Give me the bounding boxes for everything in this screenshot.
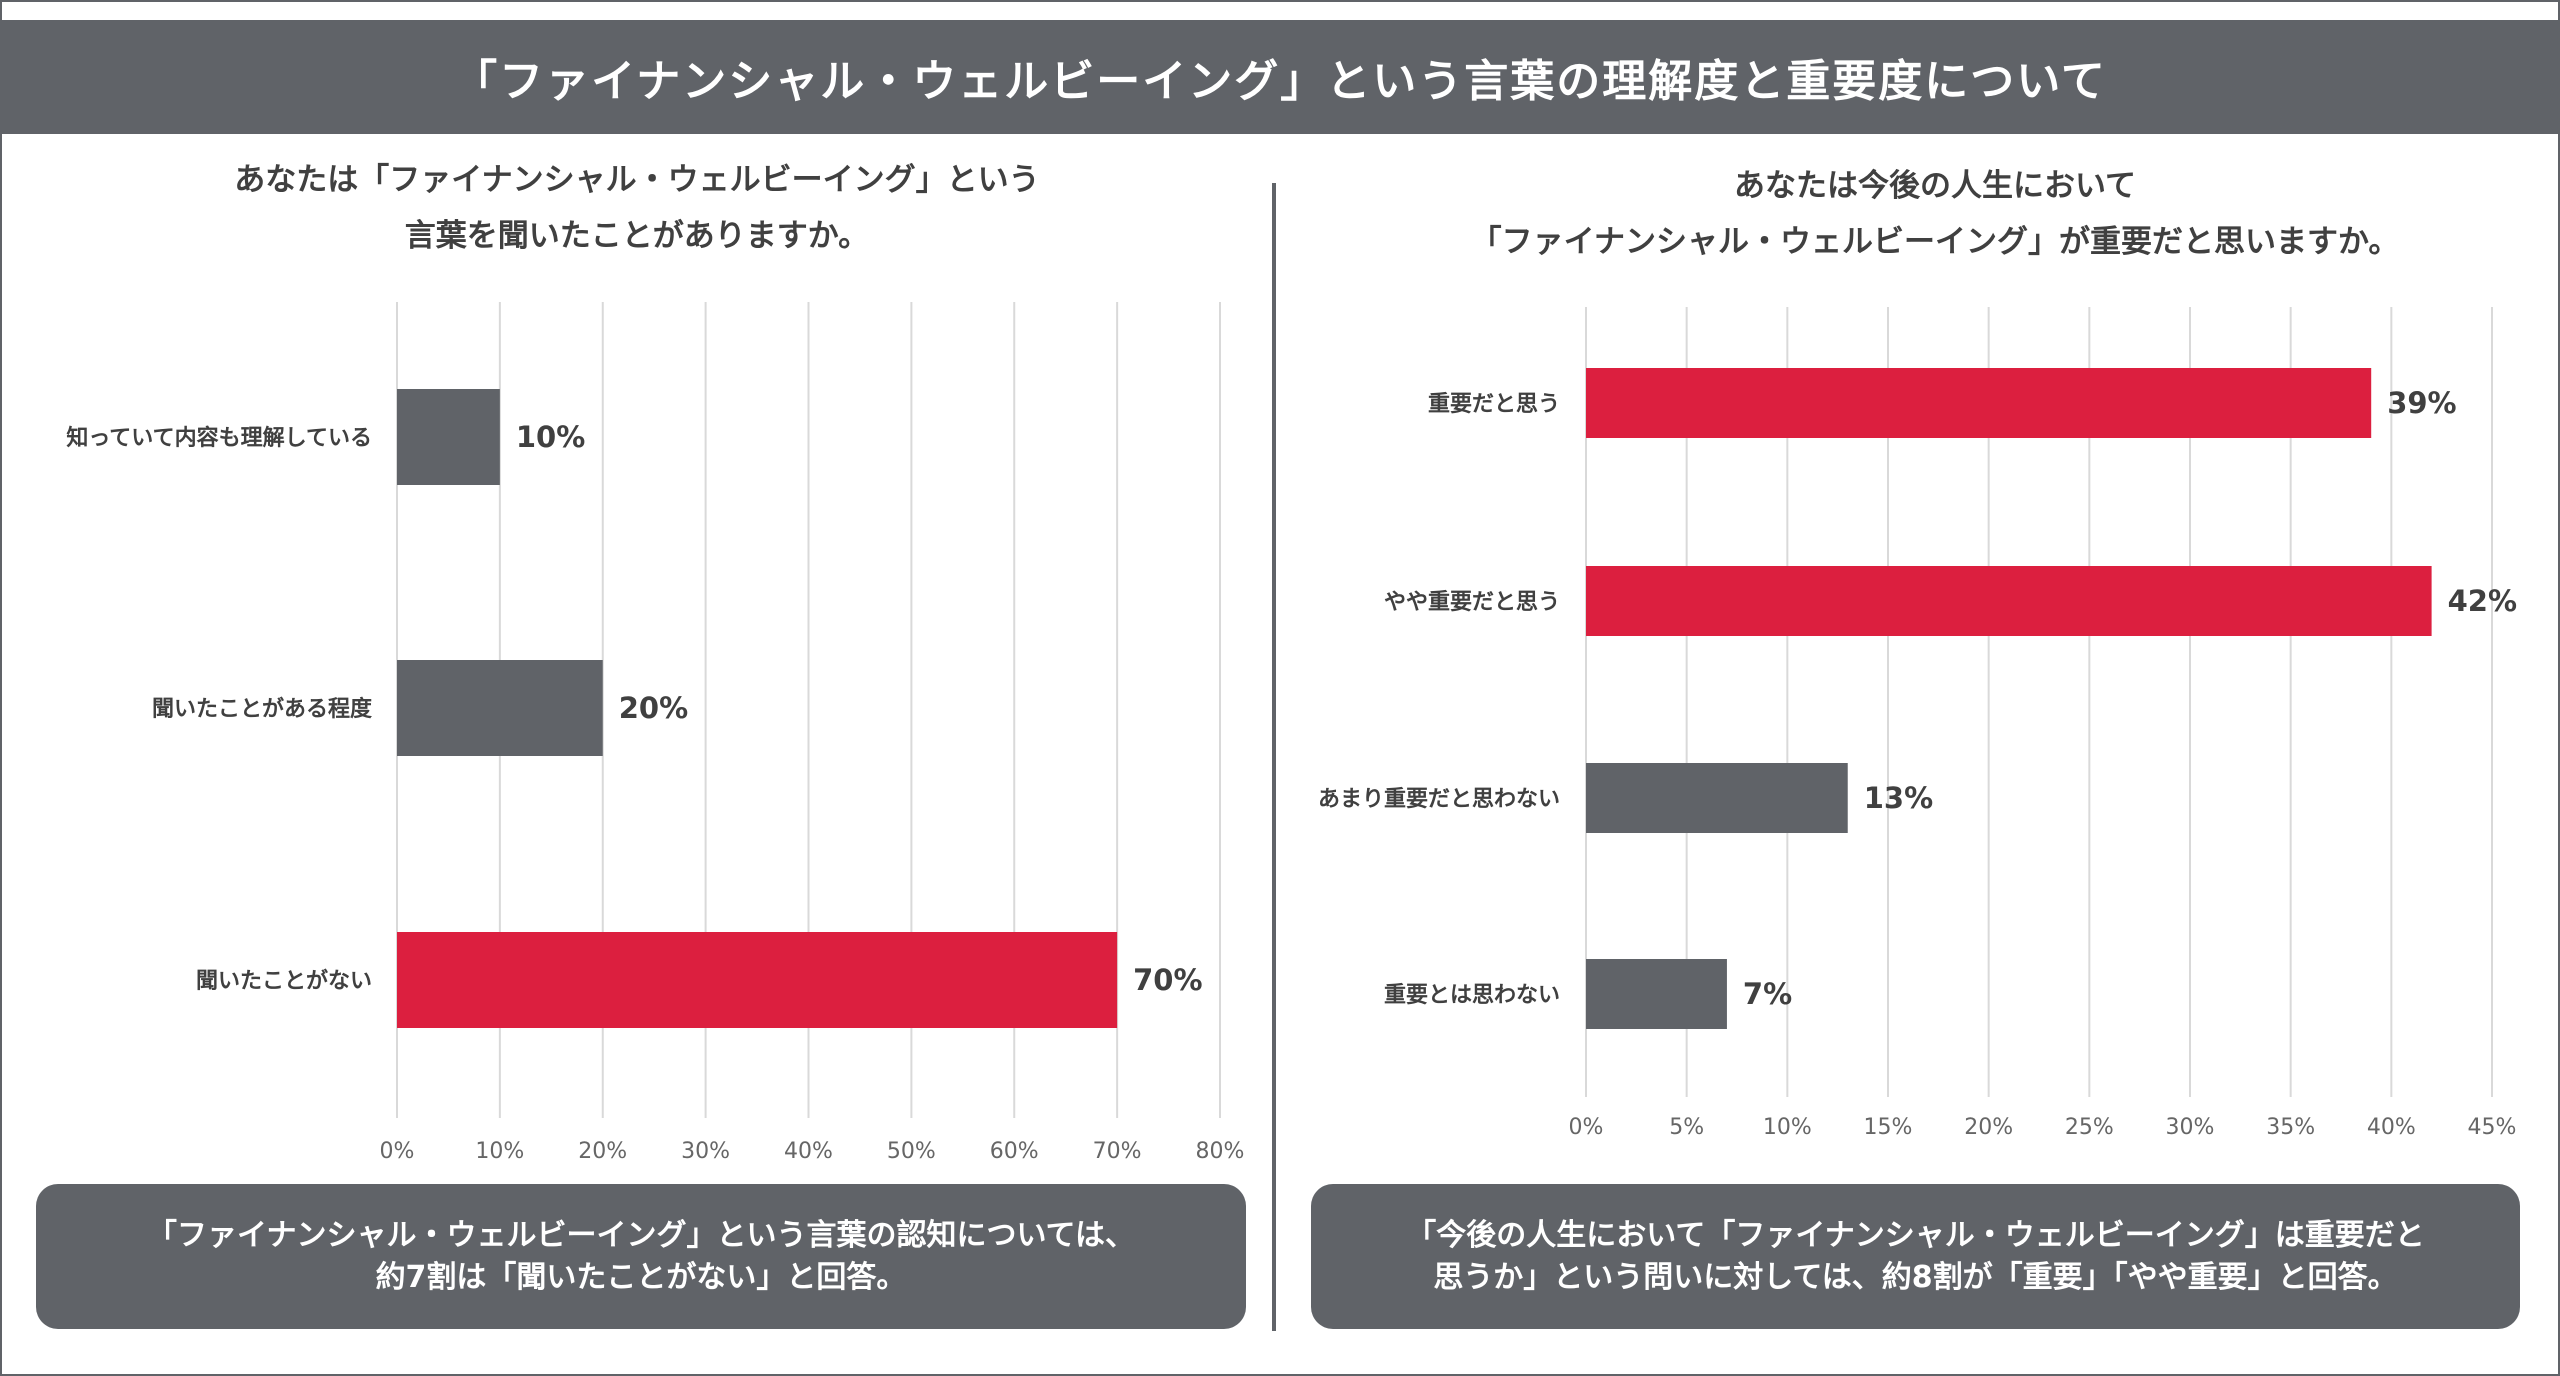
data-label: 20% [619,691,688,725]
data-label: 42% [2448,584,2517,618]
x-tick-label: 10% [1763,1115,1812,1140]
x-tick-label: 30% [2166,1115,2215,1140]
category-label: 重要とは思わない [1384,983,1560,1008]
category-label: 重要だと思う [1428,392,1560,417]
left-chart-title: あなたは「ファイナンシャル・ウェルビーイング」という 言葉を聞いたことがあります… [80,152,1194,264]
x-tick-label: 40% [784,1139,833,1164]
x-tick-label: 40% [2367,1115,2416,1140]
right-chart-title: あなたは今後の人生において 「ファイナンシャル・ウェルビーイング」が重要だと思い… [1290,158,2560,270]
right-chart-title-line: あなたは今後の人生において [1733,168,2137,204]
right-summary-line: 「今後の人生において「ファイナンシャル・ウェルビーイング」は重要だと [1406,1217,2425,1253]
x-tick-label: 30% [681,1139,730,1164]
x-tick-label: 80% [1196,1139,1245,1164]
category-label: あまり重要だと思わない [1318,787,1560,812]
x-tick-label: 25% [2065,1115,2114,1140]
x-tick-label: 45% [2468,1115,2517,1140]
left-summary-line: 約7割は「聞いたことがない」と回答。 [375,1259,907,1295]
x-tick-label: 0% [1569,1115,1604,1140]
data-label: 13% [1864,781,1933,815]
left-summary-line: 「ファイナンシャル・ウェルビーイング」という言葉の認知については、 [147,1217,1135,1253]
category-label: やや重要だと思う [1384,590,1560,615]
bar [1586,763,1848,833]
bar [1586,368,2372,438]
bar [1586,959,1727,1029]
left-chart-title-line: あなたは「ファイナンシャル・ウェルビーイング」という [234,162,1040,198]
left-summary-box: 「ファイナンシャル・ウェルビーイング」という言葉の認知については、 約7割は「聞… [36,1184,1246,1329]
category-label: 聞いたことがない [196,968,372,994]
x-tick-label: 70% [1093,1139,1142,1164]
x-tick-label: 0% [380,1139,415,1164]
panel-divider [1272,183,1276,1331]
right-summary-line: 思うか」という問いに対しては、約8割が「重要」「やや重要」と回答。 [1433,1259,2398,1295]
bar [397,660,603,756]
right-summary-box: 「今後の人生において「ファイナンシャル・ウェルビーイング」は重要だと 思うか」と… [1311,1184,2520,1329]
left-chart-title-line: 言葉を聞いたことがありますか。 [404,218,870,254]
x-tick-label: 20% [1964,1115,2013,1140]
page-title: 「ファイナンシャル・ウェルビーイング」という言葉の理解度と重要度について [0,20,2560,134]
data-label: 39% [2387,386,2456,420]
data-label: 70% [1133,963,1202,997]
x-tick-label: 10% [475,1139,524,1164]
x-tick-label: 15% [1864,1115,1913,1140]
x-tick-label: 50% [887,1139,936,1164]
category-label: 聞いたことがある程度 [152,696,373,722]
data-label: 7% [1743,977,1792,1011]
x-tick-label: 20% [578,1139,627,1164]
x-tick-label: 5% [1669,1115,1704,1140]
data-label: 10% [516,420,585,454]
right-chart-title-line: 「ファイナンシャル・ウェルビーイング」が重要だと思いますか。 [1470,224,2400,260]
bar [397,389,500,485]
bar [1586,566,2432,636]
category-label: 知っていて内容も理解している [66,425,372,451]
x-tick-label: 35% [2266,1115,2315,1140]
bar [397,932,1118,1028]
x-tick-label: 60% [990,1139,1039,1164]
